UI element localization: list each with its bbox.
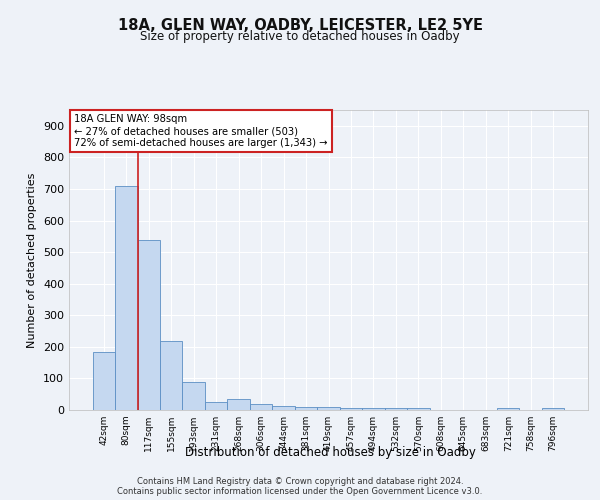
Bar — [137, 240, 160, 410]
Bar — [542, 408, 565, 410]
Bar — [295, 407, 317, 410]
Bar — [227, 399, 250, 410]
Bar — [362, 408, 385, 410]
Text: 18A GLEN WAY: 98sqm
← 27% of detached houses are smaller (503)
72% of semi-detac: 18A GLEN WAY: 98sqm ← 27% of detached ho… — [74, 114, 328, 148]
Bar — [160, 340, 182, 410]
Bar — [407, 408, 430, 410]
Bar — [250, 404, 272, 410]
Text: Contains HM Land Registry data © Crown copyright and database right 2024.: Contains HM Land Registry data © Crown c… — [137, 476, 463, 486]
Bar — [317, 406, 340, 410]
Y-axis label: Number of detached properties: Number of detached properties — [28, 172, 37, 348]
Bar — [497, 408, 520, 410]
Bar — [115, 186, 137, 410]
Text: Contains public sector information licensed under the Open Government Licence v3: Contains public sector information licen… — [118, 486, 482, 496]
Text: Size of property relative to detached houses in Oadby: Size of property relative to detached ho… — [140, 30, 460, 43]
Bar — [92, 352, 115, 410]
Bar — [385, 408, 407, 410]
Bar — [205, 402, 227, 410]
Text: Distribution of detached houses by size in Oadby: Distribution of detached houses by size … — [185, 446, 475, 459]
Bar — [272, 406, 295, 410]
Bar — [340, 408, 362, 410]
Text: 18A, GLEN WAY, OADBY, LEICESTER, LE2 5YE: 18A, GLEN WAY, OADBY, LEICESTER, LE2 5YE — [118, 18, 482, 32]
Bar — [182, 382, 205, 410]
